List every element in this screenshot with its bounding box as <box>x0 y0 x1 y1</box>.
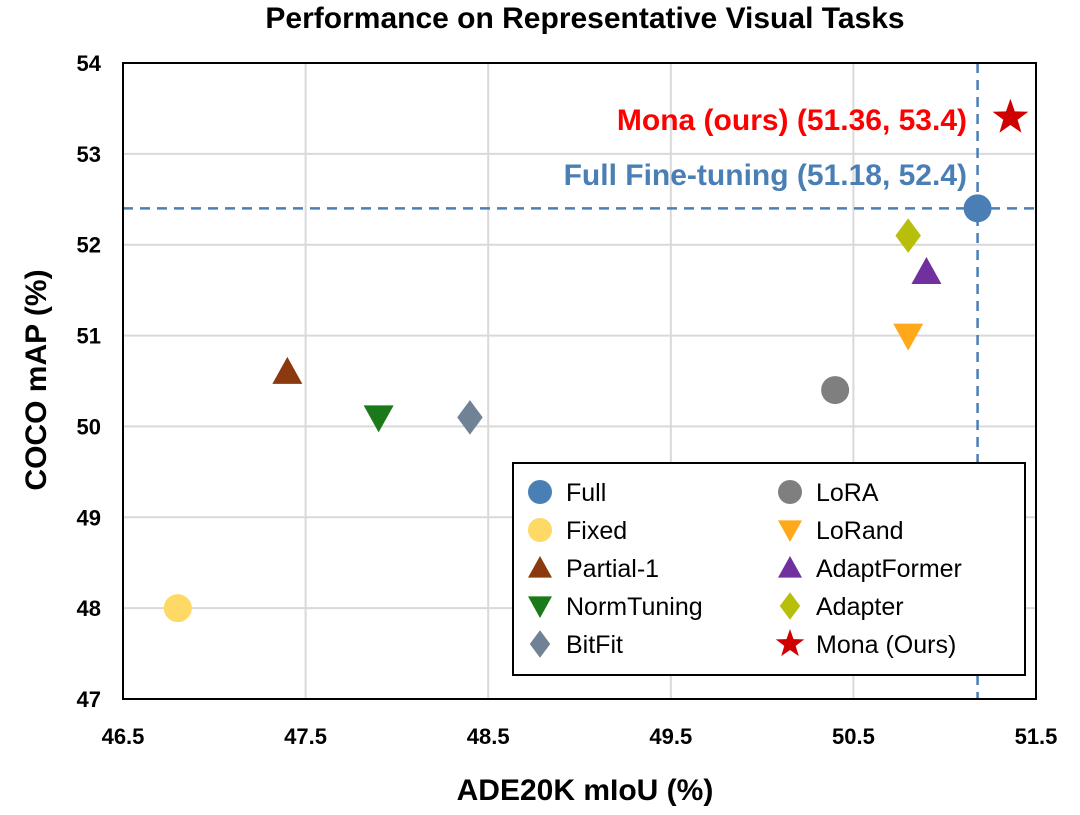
legend-box <box>512 462 1026 676</box>
legend-label: LoRA <box>816 479 879 507</box>
legend-label: Full <box>566 479 606 507</box>
legend-marker <box>529 630 551 658</box>
y-tick-label: 54 <box>77 51 102 76</box>
x-tick-label: 46.5 <box>102 724 145 749</box>
y-tick-labels: 47 48 49 50 51 52 53 54 <box>77 51 102 712</box>
legend-marker <box>528 596 552 618</box>
plot-frame <box>122 62 1037 700</box>
data-point <box>911 256 942 284</box>
legend-marker <box>779 592 801 620</box>
y-tick-label: 52 <box>77 233 101 258</box>
annotations: Mona (ours) (51.36, 53.4) Full Fine-tunin… <box>564 104 967 192</box>
data-point <box>457 400 483 435</box>
legend-label: BitFit <box>566 631 623 659</box>
legend-label: Mona (Ours) <box>816 631 956 659</box>
y-tick-label: 48 <box>77 596 101 621</box>
x-axis-label: ADE20K mIoU (%) <box>457 774 714 807</box>
annotation-label: Mona (ours) (51.36, 53.4) <box>617 104 967 137</box>
legend-marker <box>528 556 552 578</box>
legend-label: LoRand <box>816 517 904 545</box>
y-tick-label: 47 <box>77 687 101 712</box>
legend-marker <box>778 480 802 504</box>
x-tick-label: 49.5 <box>649 724 692 749</box>
y-tick-label: 49 <box>77 505 101 530</box>
legend-marker <box>778 556 802 578</box>
data-point <box>895 218 921 253</box>
data-point <box>893 323 924 351</box>
data-point <box>163 594 192 623</box>
x-tick-label: 48.5 <box>467 724 510 749</box>
data-point <box>963 194 992 223</box>
y-axis-label: COCO mAP (%) <box>20 269 53 490</box>
data-point <box>363 405 394 433</box>
y-tick-label: 50 <box>77 414 101 439</box>
legend-marker <box>778 520 802 542</box>
x-tick-labels: 46.5 47.5 48.5 49.5 50.5 51.5 <box>102 724 1058 749</box>
chart-title: Performance on Representative Visual Tas… <box>265 2 904 35</box>
annotation-label: Full Fine-tuning (51.18, 52.4) <box>564 159 967 192</box>
legend-marker <box>775 629 805 657</box>
data-point <box>821 376 850 405</box>
legend-label: Fixed <box>566 517 627 545</box>
legend: Full Fixed Partial-1 NormTuning BitFit LoRA Lo… <box>512 462 1026 676</box>
legend-marker <box>528 518 552 542</box>
x-tick-label: 51.5 <box>1015 724 1058 749</box>
legend-marker <box>528 480 552 504</box>
legend-label: Partial-1 <box>566 555 659 583</box>
y-tick-label: 51 <box>77 324 101 349</box>
x-tick-label: 47.5 <box>284 724 327 749</box>
legend-label: Adapter <box>816 593 904 621</box>
data-point <box>992 98 1029 133</box>
legend-label: NormTuning <box>566 593 703 621</box>
x-tick-label: 50.5 <box>832 724 875 749</box>
data-points <box>163 98 1029 623</box>
y-tick-label: 53 <box>77 142 101 167</box>
legend-label: AdaptFormer <box>816 555 962 583</box>
data-point <box>272 356 303 384</box>
